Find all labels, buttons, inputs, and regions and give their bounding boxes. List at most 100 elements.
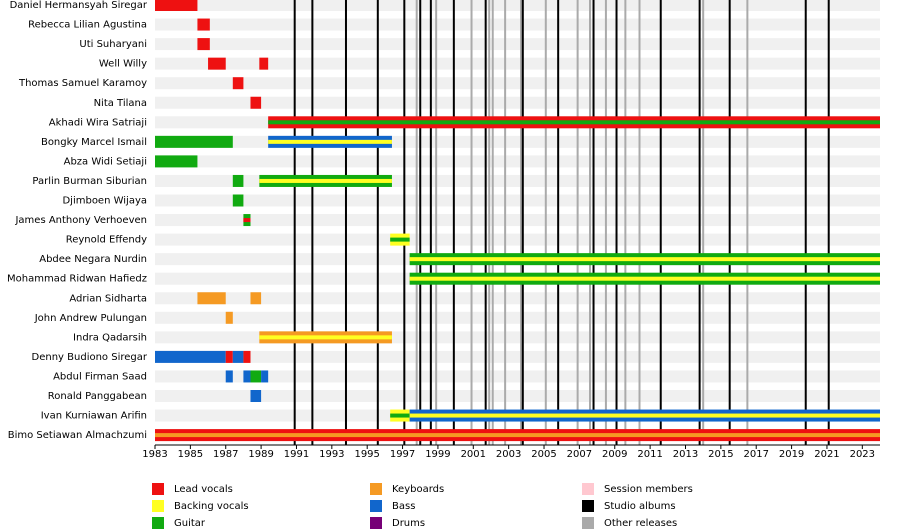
member-name: Nita Tilana [94, 98, 147, 109]
member-name: Akhadi Wira Satriaji [49, 117, 147, 128]
x-tick-label: 1991 [284, 449, 309, 460]
role-bar [197, 292, 226, 305]
role-bar [232, 77, 244, 90]
legend-label: Bass [392, 501, 415, 512]
x-tick-label: 2007 [567, 449, 592, 460]
member-name: Mohammad Ridwan Hafiedz [7, 274, 147, 285]
role-bar [261, 370, 269, 383]
role-stripe [409, 257, 880, 262]
role-stripe [268, 120, 880, 125]
member-name: Rebecca Lilian Agustina [28, 20, 147, 31]
legend-swatch [370, 483, 382, 495]
legend-label: Studio albums [604, 501, 676, 512]
member-name: Daniel Hermansyah Siregar [10, 0, 148, 11]
legend-swatch [152, 517, 164, 529]
row-band [155, 155, 880, 168]
row-band [155, 311, 880, 324]
role-stripe [390, 413, 410, 418]
role-bar [155, 0, 198, 11]
member-name: Abdee Negara Nurdin [39, 254, 147, 265]
x-tick-label: 2019 [779, 449, 804, 460]
member-name: Djimboen Wijaya [62, 196, 147, 207]
role-bar [259, 57, 269, 70]
role-bar [225, 350, 233, 363]
role-bar [232, 174, 244, 187]
member-name: Abza Widi Setiaji [64, 156, 147, 167]
legend-label: Keyboards [392, 484, 444, 495]
member-name: Denny Budiono Siregar [32, 352, 148, 363]
member-name: Ivan Kurniawan Arifin [41, 411, 147, 422]
role-bar [197, 18, 210, 31]
row-band [155, 77, 880, 90]
x-tick-label: 1997 [390, 449, 415, 460]
role-bar [155, 350, 226, 363]
legend-swatch [152, 500, 164, 512]
member-name: Reynold Effendy [66, 235, 147, 246]
role-bar [155, 135, 233, 148]
legend-swatch [370, 517, 382, 529]
legend-swatch [582, 483, 594, 495]
role-stripe [268, 139, 392, 144]
x-tick-label: 2011 [637, 449, 662, 460]
role-bar [155, 155, 198, 168]
role-bar [225, 370, 233, 383]
row-band [155, 350, 880, 363]
role-bar [225, 311, 233, 324]
member-name: Thomas Samuel Karamoy [18, 78, 147, 89]
role-bar [232, 194, 244, 207]
role-bar [250, 292, 262, 305]
x-tick-label: 2009 [602, 449, 627, 460]
x-tick-label: 2013 [673, 449, 698, 460]
role-stripe [409, 276, 880, 281]
x-tick-label: 1985 [178, 449, 203, 460]
x-tick-label: 2021 [814, 449, 839, 460]
row-band [155, 233, 880, 246]
member-name: Ronald Panggabean [48, 391, 147, 402]
role-stripe [155, 433, 880, 438]
role-stripe [409, 413, 880, 418]
member-name: Indra Qadarsih [73, 332, 147, 343]
member-name: Bimo Setiawan Almachzumi [8, 430, 147, 441]
role-bar [243, 350, 251, 363]
x-tick-label: 2001 [461, 449, 486, 460]
row-band [155, 390, 880, 402]
row-band [155, 0, 880, 11]
row-band [155, 194, 880, 207]
legend-label: Session members [604, 484, 693, 495]
x-tick-label: 1987 [213, 449, 238, 460]
x-tick-label: 2023 [850, 449, 875, 460]
row-band [155, 96, 880, 109]
member-name: Bongky Marcel Ismail [41, 137, 147, 148]
x-tick-label: 1993 [319, 449, 344, 460]
role-bar [232, 350, 244, 363]
row-band [155, 214, 880, 227]
role-stripe [259, 335, 392, 340]
x-tick-label: 2003 [496, 449, 521, 460]
x-tick-label: 2017 [743, 449, 768, 460]
member-name: Adrian Sidharta [69, 293, 147, 304]
member-name: Abdul Firman Saad [53, 371, 147, 382]
role-bar [250, 96, 262, 109]
role-bar [197, 38, 210, 51]
row-band [155, 18, 880, 31]
member-name: John Andrew Pulungan [34, 313, 147, 324]
legend-swatch [582, 517, 594, 529]
x-tick-label: 1995 [354, 449, 379, 460]
member-name: Uti Suharyani [79, 39, 147, 50]
role-bar [250, 390, 262, 402]
role-bar [243, 370, 251, 383]
legend-label: Guitar [174, 518, 206, 529]
x-tick-label: 2015 [708, 449, 733, 460]
member-name: Parlin Burman Siburian [32, 176, 147, 187]
legend-label: Lead vocals [174, 484, 233, 495]
legend-swatch [152, 483, 164, 495]
member-name: Well Willy [99, 59, 147, 70]
row-band [155, 135, 880, 148]
role-stripe [243, 218, 251, 223]
role-stripe [390, 237, 410, 242]
role-bar [250, 370, 262, 383]
row-band [155, 292, 880, 305]
role-stripe [259, 178, 392, 183]
x-tick-label: 2005 [531, 449, 556, 460]
